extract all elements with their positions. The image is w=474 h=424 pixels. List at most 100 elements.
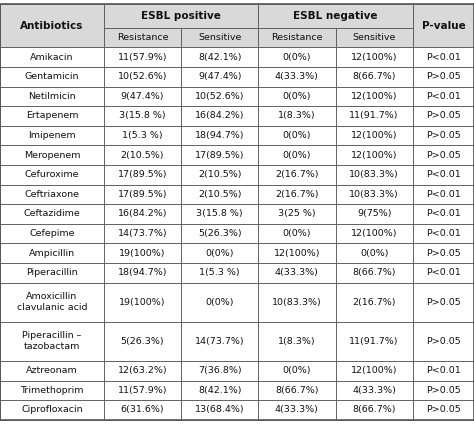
Bar <box>258 381 336 400</box>
Bar <box>0 381 104 400</box>
Bar <box>336 282 413 322</box>
Bar <box>181 67 258 86</box>
Bar <box>413 224 474 243</box>
Text: 4(33.3%): 4(33.3%) <box>352 386 396 395</box>
Bar <box>258 184 336 204</box>
Text: 12(100%): 12(100%) <box>351 366 397 375</box>
Text: 16(84.2%): 16(84.2%) <box>118 209 167 218</box>
Text: P>0.05: P>0.05 <box>426 248 461 258</box>
Bar <box>258 86 336 106</box>
Bar <box>104 263 181 282</box>
Bar <box>336 67 413 86</box>
Text: 5(26.3%): 5(26.3%) <box>198 229 242 238</box>
Bar <box>181 184 258 204</box>
Text: P<0.01: P<0.01 <box>426 92 461 101</box>
Text: Ceftazidime: Ceftazidime <box>24 209 80 218</box>
Text: 18(94.7%): 18(94.7%) <box>195 131 245 140</box>
Bar <box>181 243 258 263</box>
Bar <box>413 126 474 145</box>
Text: Netilmicin: Netilmicin <box>28 92 76 101</box>
Text: P>0.05: P>0.05 <box>426 337 461 346</box>
Text: 11(91.7%): 11(91.7%) <box>349 337 399 346</box>
Bar <box>413 361 474 381</box>
Bar <box>336 322 413 361</box>
Bar <box>181 381 258 400</box>
Text: 1(5.3 %): 1(5.3 %) <box>200 268 240 277</box>
Bar <box>104 400 181 420</box>
Bar <box>104 86 181 106</box>
Text: 8(42.1%): 8(42.1%) <box>198 53 241 61</box>
Text: 11(57.9%): 11(57.9%) <box>118 386 167 395</box>
Bar <box>336 224 413 243</box>
Bar <box>258 263 336 282</box>
Text: 12(63.2%): 12(63.2%) <box>118 366 167 375</box>
Text: 8(66.7%): 8(66.7%) <box>352 268 396 277</box>
Text: 10(83.3%): 10(83.3%) <box>349 170 399 179</box>
Bar <box>181 263 258 282</box>
Bar <box>413 322 474 361</box>
Bar <box>336 400 413 420</box>
Bar <box>413 400 474 420</box>
Bar <box>0 4 104 47</box>
Bar <box>258 47 336 67</box>
Text: Ampicillin: Ampicillin <box>29 248 75 258</box>
Bar <box>181 204 258 224</box>
Text: Meropenem: Meropenem <box>24 151 80 160</box>
Bar <box>413 165 474 184</box>
Bar <box>0 106 104 126</box>
Text: 9(47.4%): 9(47.4%) <box>198 72 241 81</box>
Text: P>0.05: P>0.05 <box>426 72 461 81</box>
Text: Trimethoprim: Trimethoprim <box>20 386 84 395</box>
Text: 14(73.7%): 14(73.7%) <box>195 337 245 346</box>
Text: 1(8.3%): 1(8.3%) <box>278 112 316 120</box>
Text: P<0.01: P<0.01 <box>426 366 461 375</box>
Text: Sensitive: Sensitive <box>198 33 241 42</box>
Text: 9(75%): 9(75%) <box>357 209 392 218</box>
Text: Piperacillin: Piperacillin <box>26 268 78 277</box>
Text: 2(16.7%): 2(16.7%) <box>352 298 396 307</box>
Text: Ertapenem: Ertapenem <box>26 112 78 120</box>
Text: Gentamicin: Gentamicin <box>25 72 79 81</box>
Bar <box>104 381 181 400</box>
Text: Aztreonam: Aztreonam <box>26 366 78 375</box>
Text: 2(10.5%): 2(10.5%) <box>121 151 164 160</box>
Text: P<0.01: P<0.01 <box>426 209 461 218</box>
Bar <box>336 361 413 381</box>
Bar <box>258 322 336 361</box>
Text: 2(16.7%): 2(16.7%) <box>275 170 319 179</box>
Bar <box>104 224 181 243</box>
Bar <box>181 361 258 381</box>
Bar <box>258 126 336 145</box>
Bar <box>104 28 181 47</box>
Text: Antibiotics: Antibiotics <box>20 21 83 31</box>
Bar <box>104 126 181 145</box>
Bar <box>181 47 258 67</box>
Bar <box>0 400 104 420</box>
Bar <box>104 282 181 322</box>
Bar <box>258 224 336 243</box>
Bar <box>0 126 104 145</box>
Text: 5(26.3%): 5(26.3%) <box>121 337 164 346</box>
Text: 3(15.8 %): 3(15.8 %) <box>119 112 166 120</box>
Bar <box>413 204 474 224</box>
Bar <box>104 322 181 361</box>
Bar <box>181 86 258 106</box>
Bar <box>0 263 104 282</box>
Text: 12(100%): 12(100%) <box>351 151 397 160</box>
Text: 12(100%): 12(100%) <box>351 53 397 61</box>
Bar <box>0 361 104 381</box>
Text: Resistance: Resistance <box>117 33 168 42</box>
Text: Piperacillin –
tazobactam: Piperacillin – tazobactam <box>22 331 82 351</box>
Bar <box>336 204 413 224</box>
Text: 12(100%): 12(100%) <box>351 92 397 101</box>
Text: 0(0%): 0(0%) <box>205 298 234 307</box>
Bar <box>0 243 104 263</box>
Text: Amoxicillin
clavulanic acid: Amoxicillin clavulanic acid <box>17 292 87 312</box>
Bar <box>336 381 413 400</box>
Bar <box>181 28 258 47</box>
Text: Ceftriaxone: Ceftriaxone <box>25 190 80 199</box>
Bar <box>0 67 104 86</box>
Text: P>0.05: P>0.05 <box>426 131 461 140</box>
Text: 10(83.3%): 10(83.3%) <box>272 298 322 307</box>
Text: 3(25 %): 3(25 %) <box>278 209 316 218</box>
